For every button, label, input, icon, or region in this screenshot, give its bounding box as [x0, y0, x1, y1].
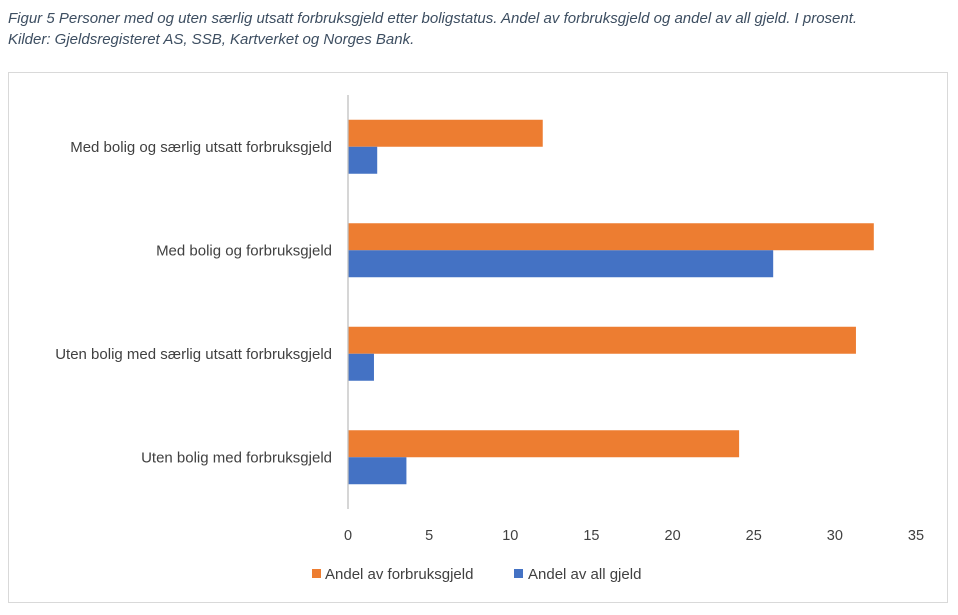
- legend-swatch-all-gjeld: [514, 569, 523, 578]
- x-tick-label: 35: [908, 528, 924, 544]
- caption-title: Figur 5 Personer med og uten særlig utsa…: [8, 10, 858, 27]
- bar-forbruksgjeld-1: [348, 223, 874, 251]
- x-tick-label: 20: [665, 528, 681, 544]
- bar-all-gjeld-3: [348, 457, 407, 485]
- bar-all-gjeld-0: [348, 146, 378, 174]
- bar-forbruksgjeld-2: [348, 326, 856, 354]
- legend-label: Andel av all gjeld: [528, 566, 641, 583]
- category-label: Uten bolig med forbruksgjeld: [141, 449, 332, 466]
- category-label: Uten bolig med særlig utsatt forbruksgje…: [55, 346, 332, 363]
- bar-chart: Med bolig og særlig utsatt forbruksgjeld…: [55, 95, 924, 583]
- bar-forbruksgjeld-0: [348, 119, 543, 147]
- figure-caption: Figur 5 Personer med og uten særlig utsa…: [8, 8, 953, 50]
- x-tick-label: 25: [746, 528, 762, 544]
- x-tick-label: 30: [827, 528, 843, 544]
- x-tick-label: 10: [502, 528, 518, 544]
- bar-all-gjeld-1: [348, 250, 774, 278]
- x-tick-label: 15: [583, 528, 599, 544]
- bar-forbruksgjeld-3: [348, 430, 740, 458]
- x-tick-label: 0: [344, 528, 352, 544]
- category-label: Med bolig og særlig utsatt forbruksgjeld: [70, 139, 332, 156]
- chart-area: Med bolig og særlig utsatt forbruksgjeld…: [8, 72, 948, 603]
- legend-label: Andel av forbruksgjeld: [325, 566, 473, 583]
- legend-swatch-forbruksgjeld: [312, 569, 321, 578]
- caption-source: Kilder: Gjeldsregisteret AS, SSB, Kartve…: [8, 31, 415, 48]
- category-label: Med bolig og forbruksgjeld: [156, 242, 332, 259]
- x-tick-label: 5: [425, 528, 433, 544]
- bar-all-gjeld-2: [348, 353, 374, 381]
